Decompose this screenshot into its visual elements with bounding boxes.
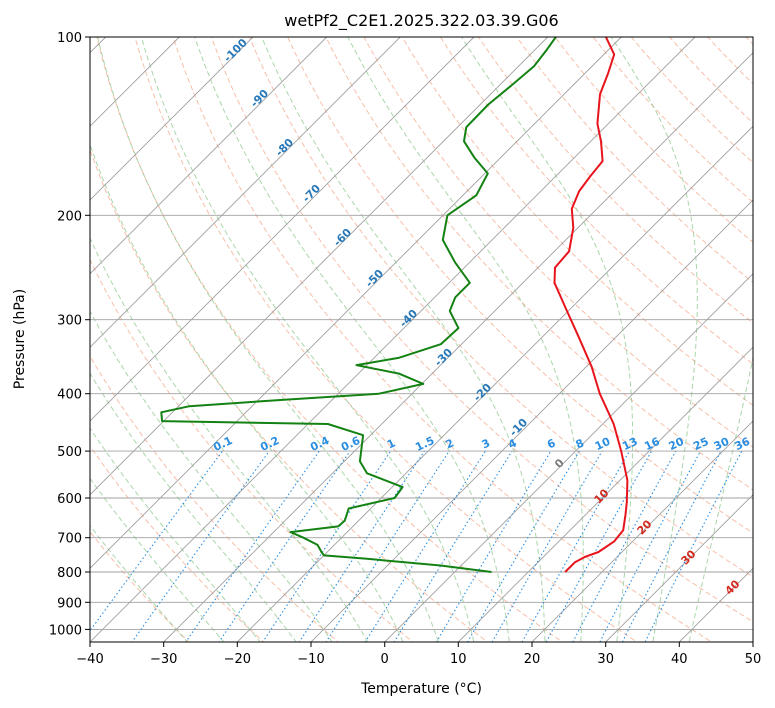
isotherm-line — [531, 420, 753, 642]
background-lines — [90, 37, 753, 642]
mixing-ratio-line — [599, 450, 701, 642]
moist-adiabat-line — [261, 37, 546, 642]
y-tick-label: 700 — [57, 532, 82, 547]
moist-adiabat-line — [90, 310, 333, 642]
mixing-ratio-label: 30 — [712, 435, 732, 453]
dry-adiabat-line — [134, 37, 638, 642]
mixing-ratio-line — [298, 450, 425, 642]
dry-adiabat-line — [172, 37, 713, 642]
x-tick-label: −10 — [297, 652, 324, 667]
x-tick-label: 10 — [450, 652, 467, 667]
moist-adiabat-line — [194, 37, 510, 642]
dry-adiabat-line — [439, 37, 753, 365]
mixing-ratio-line — [364, 450, 486, 642]
mixing-ratio-line — [90, 450, 223, 632]
moist-adiabat-line — [90, 477, 225, 642]
y-tick-label: 500 — [57, 445, 82, 460]
y-tick-label: 800 — [57, 566, 82, 581]
axes: −40 −30 −20 −10 0 10 20 30 40 50 100 200 300 400 500 60… — [49, 31, 761, 667]
moist-adiabat-line — [140, 37, 475, 642]
isotherm-line — [90, 37, 696, 642]
isotherm-line — [90, 37, 401, 348]
y-tick-label: 400 — [57, 388, 82, 403]
isotherm-line — [310, 199, 753, 642]
x-axis-label: Temperature (°C) — [360, 681, 482, 697]
isotherm-line — [90, 37, 622, 569]
y-tick-label: 100 — [57, 31, 82, 46]
mixing-ratio-line — [325, 450, 450, 642]
x-tick-label: −20 — [224, 652, 251, 667]
dry-adiabat-line — [90, 355, 339, 642]
dry-adiabat-line — [248, 37, 753, 578]
y-axis-label: Pressure (hPa) — [12, 289, 28, 389]
isotherm-line — [163, 52, 753, 642]
moist-adiabat-line — [688, 355, 753, 642]
moist-adiabat-line — [90, 142, 404, 642]
mixing-ratio-line — [572, 450, 677, 642]
moist-adiabat-line — [347, 37, 584, 642]
mixing-ratio-line — [466, 450, 580, 642]
moist-adiabat-line — [90, 372, 297, 642]
isotherm-line — [90, 37, 254, 201]
dry-adiabat-line — [287, 37, 753, 534]
y-tick-label: 1000 — [49, 623, 82, 638]
x-tick-label: 40 — [671, 652, 688, 667]
isotherm-line — [384, 273, 753, 642]
dry-adiabat-line — [96, 37, 564, 642]
y-tick-label: 200 — [57, 209, 82, 224]
x-tick-label: −40 — [76, 652, 103, 667]
mixing-ratio-line — [185, 450, 320, 642]
dry-adiabat-line — [90, 531, 190, 642]
x-tick-label: 30 — [597, 652, 614, 667]
dry-adiabat-line — [325, 37, 753, 491]
y-tick-label: 300 — [57, 314, 82, 329]
y-tick-label: 600 — [57, 492, 82, 507]
isotherm-line — [90, 37, 328, 275]
dry-adiabat-line — [90, 148, 489, 642]
mixing-ratio-label: 16 — [642, 435, 662, 453]
mixing-ratio-label: 10 — [593, 435, 613, 453]
moist-adiabat-line — [97, 37, 439, 642]
sounding-series — [160, 37, 629, 573]
mixing-ratio-line — [491, 450, 603, 642]
mixing-ratio-label: 25 — [691, 435, 710, 453]
moist-adiabat-line — [90, 427, 261, 642]
mixing-ratio-line — [435, 450, 552, 642]
moist-adiabat-line — [461, 37, 634, 642]
dry-adiabat-line — [516, 37, 753, 284]
x-tick-label: 50 — [745, 652, 762, 667]
x-tick-label: 0 — [381, 652, 389, 667]
moist-adiabat-line — [610, 37, 698, 642]
x-tick-label: −30 — [150, 652, 177, 667]
dry-adiabat-line — [210, 37, 753, 623]
mixing-ratio-line — [262, 450, 392, 642]
isotherm-line — [457, 346, 753, 642]
dry-adiabat-line — [90, 258, 414, 642]
chart-title: wetPf2_C2E1.2025.322.03.39.G06 — [284, 11, 558, 31]
dewpoint-profile-line — [160, 37, 557, 573]
dry-adiabat-line — [401, 37, 753, 406]
mixing-ratio-label: 13 — [620, 435, 639, 453]
isotherm-line — [605, 494, 753, 642]
y-tick-label: 900 — [57, 596, 82, 611]
mixing-ratio-line — [218, 450, 351, 642]
isotherm-line — [90, 37, 549, 496]
x-tick-label: 20 — [524, 652, 541, 667]
plot-frame — [89, 36, 754, 643]
moist-adiabat-line — [90, 524, 188, 642]
mixing-ratio-label: 36 — [733, 435, 753, 453]
mixing-ratio-line — [393, 450, 513, 642]
mixing-ratio-label: 20 — [667, 435, 687, 453]
isotherm-line — [236, 125, 753, 642]
isotherm-line — [90, 37, 475, 422]
temperature-profile-line — [553, 37, 629, 573]
